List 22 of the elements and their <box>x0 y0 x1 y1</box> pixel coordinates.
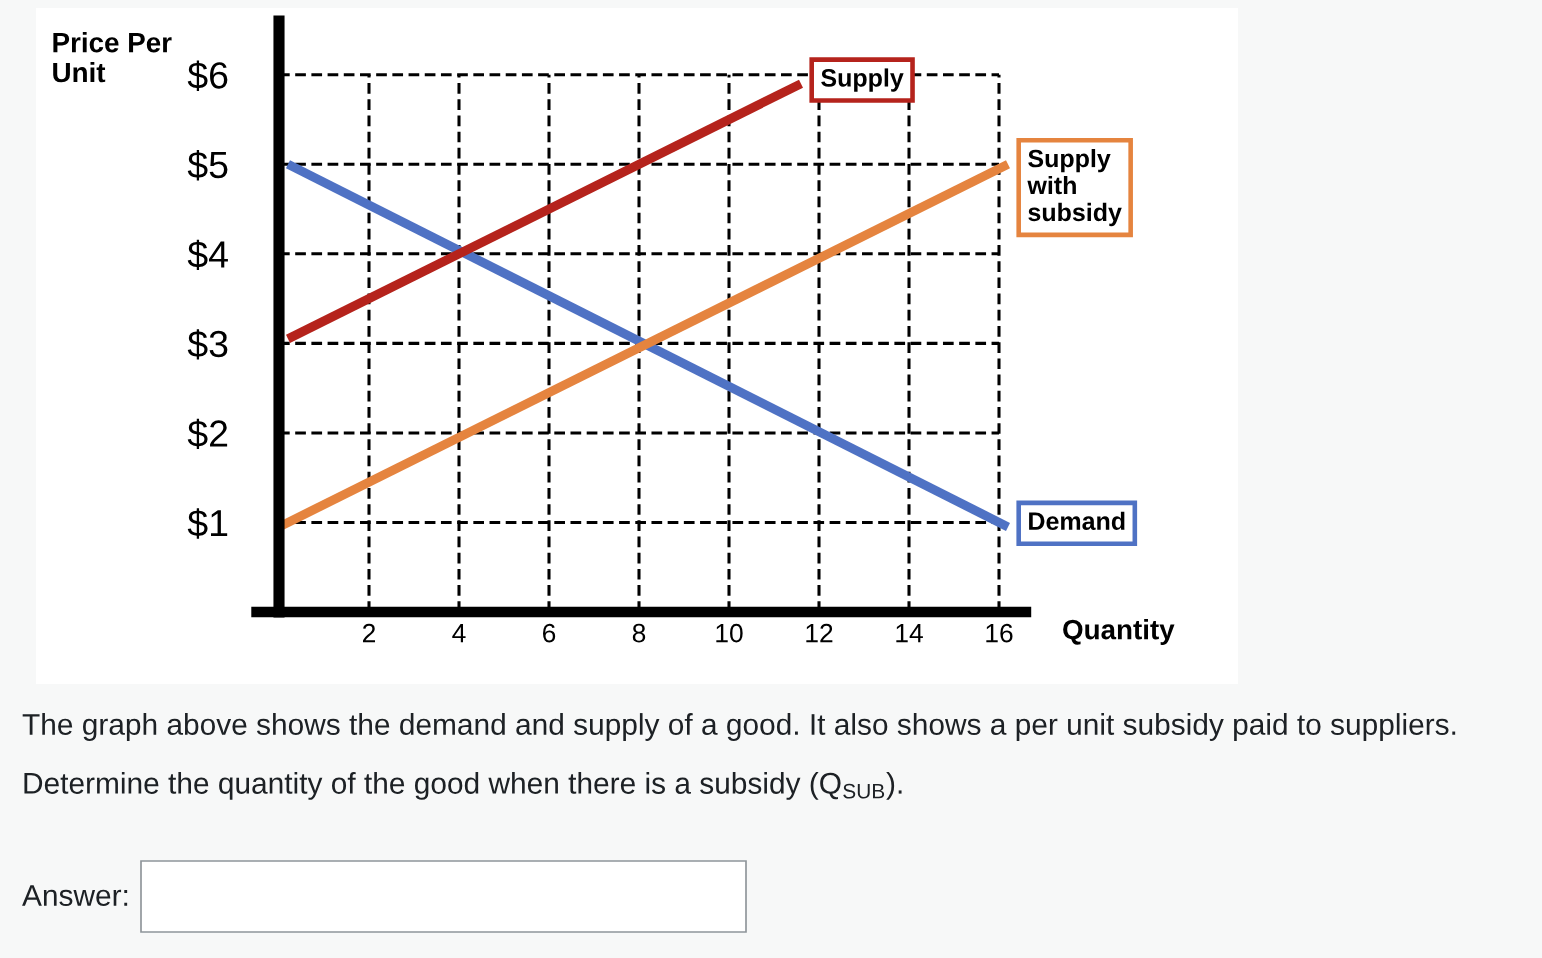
x-axis-title: Quantity <box>1063 619 1175 645</box>
y-tick-label: $2 <box>187 418 228 450</box>
text: Answer: <box>22 885 128 907</box>
x-tick-label: 2 <box>362 623 376 643</box>
y-tick-label: $6 <box>187 60 228 91</box>
x-tick-label: 14 <box>896 624 923 643</box>
x-tick-label: 6 <box>543 623 556 643</box>
y-tick-label: $4 <box>187 239 228 271</box>
x-tick-label: 4 <box>452 624 466 643</box>
x-tick-label: 12 <box>806 623 833 643</box>
series-label: Supply with subsidy <box>1027 148 1122 227</box>
series-label: Demand <box>1029 511 1125 531</box>
text: Determine the quantity of the good when there is a subsidy (Q$_{SUB}$). <box>24 771 902 800</box>
y-tick-label: $5 <box>187 150 228 181</box>
text: The graph above shows the demand and supply of a good. It also shows a per unit subsidy paid to suppliers. <box>22 713 1456 741</box>
y-tick-label: $1 <box>187 508 228 539</box>
series-label: Supply <box>821 68 904 92</box>
x-tick-label: 16 <box>986 623 1013 643</box>
y-tick-label: $3 <box>187 329 228 360</box>
x-tick-label: 8 <box>632 623 646 643</box>
x-tick-label: 10 <box>716 623 743 643</box>
y-axis-title: Price Per Unit <box>53 32 172 83</box>
